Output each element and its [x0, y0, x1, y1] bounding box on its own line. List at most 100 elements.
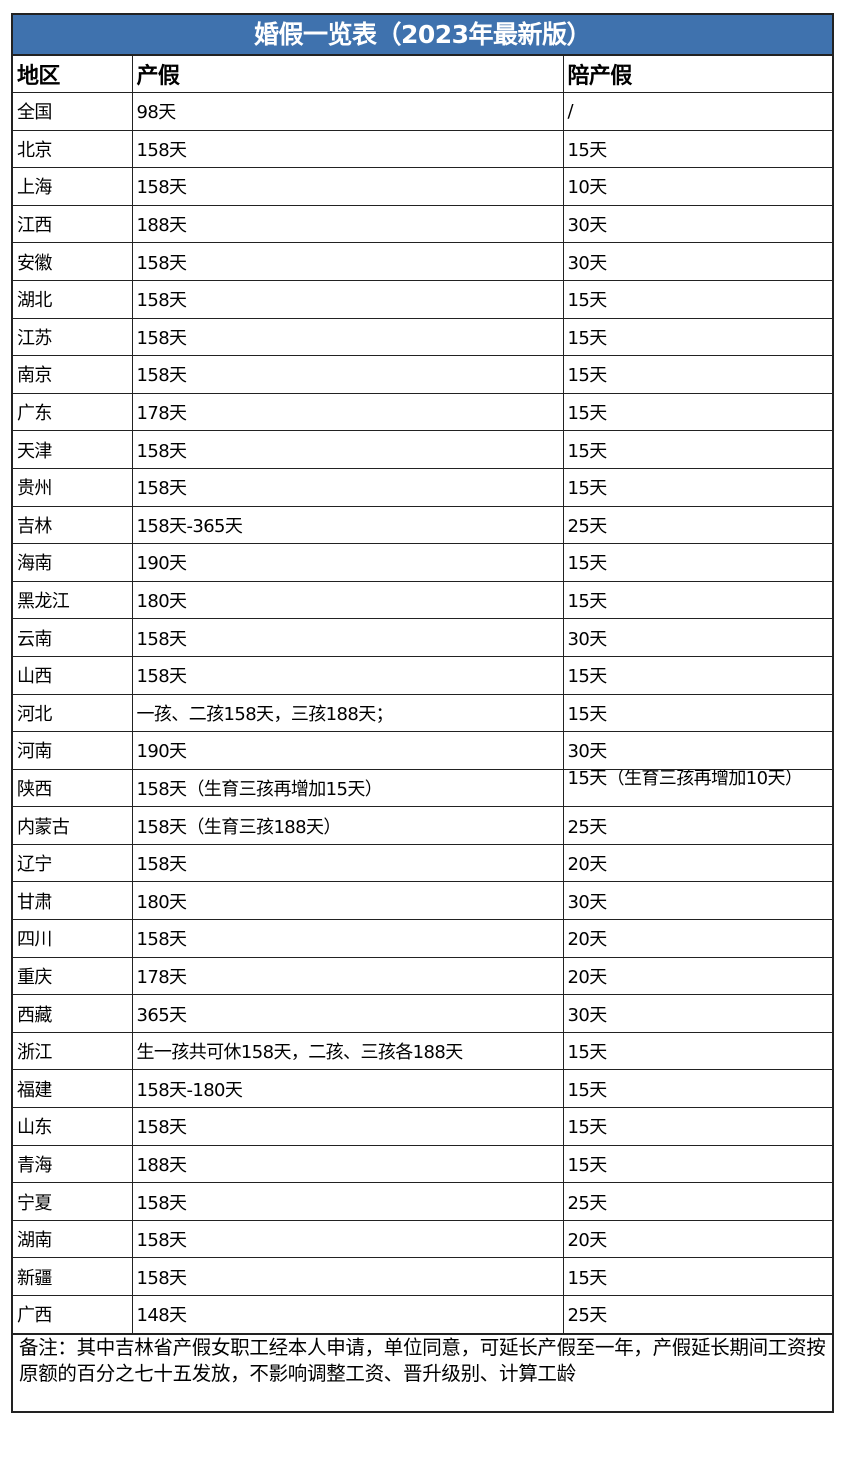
cell-paternity-leave: 25天	[562, 1295, 832, 1334]
cell-maternity-leave: 158天	[131, 618, 564, 657]
cell-maternity-leave: 178天	[131, 956, 564, 996]
cell-paternity-leave: 20天	[562, 919, 832, 958]
leave-table: 地区 产假 陪产假 全国 98天 / 北京 158天 15天 上海 158天 10天 江西 188天…	[13, 56, 832, 1334]
cell-paternity-leave: 15天	[562, 1069, 832, 1109]
cell-region: 山东	[13, 1107, 133, 1146]
table-row: 山东 158天 15天	[13, 1107, 832, 1146]
table-row: 西藏 365天 30天	[13, 994, 832, 1033]
cell-region: 浙江	[13, 1031, 133, 1071]
cell-region: 海南	[13, 543, 133, 582]
table-row: 北京 158天 15天	[13, 129, 832, 169]
footnote: 备注：其中吉林省产假女职工经本人申请，单位同意，可延长产假至一年，产假延长期间工…	[13, 1333, 832, 1411]
cell-maternity-leave: 158天	[131, 317, 564, 357]
cell-maternity-leave: 158天	[131, 242, 564, 281]
cell-paternity-leave: 25天	[562, 1182, 832, 1221]
cell-region: 内蒙古	[13, 806, 133, 845]
cell-maternity-leave: 180天	[131, 881, 564, 921]
cell-region: 广东	[13, 392, 133, 432]
cell-paternity-leave: 15天	[562, 1144, 832, 1184]
table-row: 福建 158天-180天 15天	[13, 1069, 832, 1109]
cell-maternity-leave: 158天（生育三孩188天）	[131, 806, 564, 845]
cell-region: 福建	[13, 1069, 133, 1109]
table-row: 河南 190天 30天	[13, 731, 832, 770]
header-region: 地区	[13, 56, 133, 93]
cell-maternity-leave: 158天	[131, 167, 564, 206]
table-row: 湖南 158天 20天	[13, 1219, 832, 1259]
table-row: 全国 98天 /	[13, 92, 832, 131]
cell-maternity-leave: 158天	[131, 467, 564, 507]
cell-paternity-leave: 15天	[562, 317, 832, 357]
cell-paternity-leave: 30天	[562, 994, 832, 1033]
cell-paternity-leave: 15天	[562, 279, 832, 319]
table-row: 海南 190天 15天	[13, 543, 832, 582]
cell-paternity-leave: 15天	[562, 693, 832, 733]
cell-region: 河北	[13, 693, 133, 733]
cell-region: 黑龙江	[13, 580, 133, 620]
cell-paternity-leave: 20天	[562, 956, 832, 996]
cell-paternity-leave: 15天	[562, 543, 832, 582]
cell-region: 西藏	[13, 994, 133, 1033]
cell-paternity-leave: 30天	[562, 731, 832, 770]
cell-maternity-leave: 158天	[131, 129, 564, 169]
cell-maternity-leave: 158天	[131, 1219, 564, 1259]
cell-region: 北京	[13, 129, 133, 169]
table-row: 安徽 158天 30天	[13, 242, 832, 281]
cell-paternity-leave: 20天	[562, 843, 832, 883]
cell-paternity-leave: 10天	[562, 167, 832, 206]
header-paternity-leave: 陪产假	[562, 56, 832, 93]
cell-maternity-leave: 生一孩共可休158天，二孩、三孩各188天	[131, 1031, 564, 1071]
table-row: 天津 158天 15天	[13, 430, 832, 469]
table-row: 江苏 158天 15天	[13, 317, 832, 357]
cell-paternity-leave: 15天	[562, 392, 832, 432]
cell-maternity-leave: 158天	[131, 1107, 564, 1146]
table-row: 贵州 158天 15天	[13, 467, 832, 507]
cell-paternity-leave: 15天	[562, 467, 832, 507]
cell-maternity-leave: 188天	[131, 1144, 564, 1184]
cell-paternity-leave: 30天	[562, 242, 832, 281]
cell-maternity-leave: 158天	[131, 919, 564, 958]
cell-maternity-leave: 158天	[131, 1257, 564, 1296]
cell-region: 新疆	[13, 1257, 133, 1296]
table-row: 浙江 生一孩共可休158天，二孩、三孩各188天 15天	[13, 1031, 832, 1071]
cell-paternity-leave: 15天（生育三孩再增加10天）	[562, 768, 832, 808]
cell-maternity-leave: 158天	[131, 355, 564, 394]
cell-region: 山西	[13, 655, 133, 695]
cell-maternity-leave: 98天	[131, 92, 564, 131]
cell-maternity-leave: 158天	[131, 430, 564, 469]
cell-region: 河南	[13, 731, 133, 770]
cell-paternity-leave: /	[562, 92, 832, 131]
table-row: 南京 158天 15天	[13, 355, 832, 394]
table-title: 婚假一览表（2023年最新版）	[13, 15, 832, 56]
cell-maternity-leave: 190天	[131, 731, 564, 770]
cell-maternity-leave: 158天	[131, 655, 564, 695]
cell-maternity-leave: 158天（生育三孩再增加15天）	[131, 768, 564, 808]
table-row: 上海 158天 10天	[13, 167, 832, 206]
table-row: 宁夏 158天 25天	[13, 1182, 832, 1221]
cell-maternity-leave: 158天	[131, 1182, 564, 1221]
cell-region: 宁夏	[13, 1182, 133, 1221]
cell-paternity-leave: 30天	[562, 881, 832, 921]
cell-paternity-leave: 15天	[562, 1031, 832, 1071]
cell-maternity-leave: 365天	[131, 994, 564, 1033]
table-row: 吉林 158天-365天 25天	[13, 505, 832, 545]
cell-paternity-leave: 15天	[562, 655, 832, 695]
table-row: 辽宁 158天 20天	[13, 843, 832, 883]
cell-region: 吉林	[13, 505, 133, 545]
table-row: 内蒙古 158天（生育三孩188天） 25天	[13, 806, 832, 845]
cell-maternity-leave: 190天	[131, 543, 564, 582]
cell-region: 青海	[13, 1144, 133, 1184]
table-row: 广西 148天 25天	[13, 1295, 832, 1334]
cell-region: 湖南	[13, 1219, 133, 1259]
table-row: 广东 178天 15天	[13, 392, 832, 432]
cell-maternity-leave: 178天	[131, 392, 564, 432]
cell-region: 全国	[13, 92, 133, 131]
cell-region: 甘肃	[13, 881, 133, 921]
table-row: 河北 一孩、二孩158天，三孩188天； 15天	[13, 693, 832, 733]
cell-region: 南京	[13, 355, 133, 394]
cell-region: 陕西	[13, 768, 133, 808]
cell-paternity-leave: 15天	[562, 129, 832, 169]
cell-paternity-leave: 15天	[562, 1107, 832, 1146]
table-row: 湖北 158天 15天	[13, 279, 832, 319]
table-row: 江西 188天 30天	[13, 204, 832, 244]
cell-region: 辽宁	[13, 843, 133, 883]
